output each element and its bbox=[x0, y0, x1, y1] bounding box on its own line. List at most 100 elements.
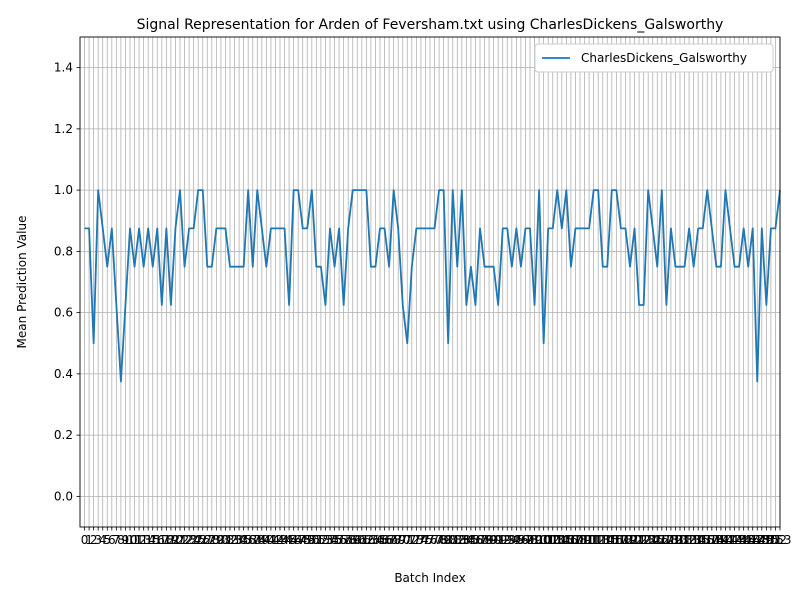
x-tick-label: 11 bbox=[127, 533, 142, 547]
x-tick-label: 152 bbox=[764, 533, 787, 547]
x-tick-label: 21 bbox=[172, 533, 187, 547]
x-tick-label: 26 bbox=[195, 533, 210, 547]
x-tick-label: 69 bbox=[391, 533, 406, 547]
x-tick-label: 58 bbox=[341, 533, 356, 547]
x-tick-label: 136 bbox=[691, 533, 714, 547]
x-tick-label: 33 bbox=[227, 533, 242, 547]
x-tick-label: 111 bbox=[578, 533, 601, 547]
x-tick-label: 89 bbox=[481, 533, 496, 547]
x-tick-label: 84 bbox=[459, 533, 474, 547]
x-tick-label: 94 bbox=[504, 533, 519, 547]
x-tick-label: 145 bbox=[732, 533, 755, 547]
x-tick-label: 23 bbox=[181, 533, 196, 547]
x-tick-label: 109 bbox=[569, 533, 592, 547]
x-tick-label: 112 bbox=[582, 533, 605, 547]
x-tick-label: 129 bbox=[659, 533, 682, 547]
x-tick-label: 57 bbox=[336, 533, 351, 547]
x-tick-label: 19 bbox=[163, 533, 178, 547]
x-tick-label: 13 bbox=[136, 533, 151, 547]
x-tick-label: 105 bbox=[550, 533, 573, 547]
x-tick-label: 22 bbox=[177, 533, 192, 547]
x-tick-label: 95 bbox=[509, 533, 524, 547]
x-tick-label: 85 bbox=[463, 533, 478, 547]
x-tick-label: 125 bbox=[641, 533, 664, 547]
x-tick-label: 5 bbox=[103, 533, 111, 547]
x-tick-label: 91 bbox=[491, 533, 506, 547]
x-tick-label: 3 bbox=[94, 533, 102, 547]
x-tick-label: 131 bbox=[669, 533, 692, 547]
x-tick-label: 93 bbox=[500, 533, 515, 547]
x-tick-label: 54 bbox=[322, 533, 337, 547]
x-tick-label: 110 bbox=[573, 533, 596, 547]
x-tick-label: 52 bbox=[313, 533, 328, 547]
x-tick-label: 86 bbox=[468, 533, 483, 547]
x-tick-label: 29 bbox=[209, 533, 224, 547]
x-tick-label: 141 bbox=[714, 533, 737, 547]
x-tick-label: 90 bbox=[486, 533, 501, 547]
x-tick-label: 144 bbox=[728, 533, 751, 547]
x-tick-label: 64 bbox=[368, 533, 383, 547]
x-tick-label: 15 bbox=[145, 533, 160, 547]
x-tick-label: 18 bbox=[159, 533, 174, 547]
x-tick-label: 60 bbox=[350, 533, 365, 547]
x-tick-label: 44 bbox=[277, 533, 292, 547]
y-tick-label: 0.8 bbox=[54, 244, 73, 258]
x-tick-label: 30 bbox=[213, 533, 228, 547]
x-tick-label: 122 bbox=[628, 533, 651, 547]
x-tick-label: 46 bbox=[286, 533, 301, 547]
x-tick-label: 80 bbox=[441, 533, 456, 547]
y-axis-label: Mean Prediction Value bbox=[15, 216, 29, 349]
x-tick-label: 38 bbox=[250, 533, 265, 547]
x-tick-label: 96 bbox=[513, 533, 528, 547]
x-tick-label: 115 bbox=[596, 533, 619, 547]
x-tick-label: 66 bbox=[377, 533, 392, 547]
x-tick-label: 34 bbox=[231, 533, 246, 547]
x-tick-label: 53 bbox=[318, 533, 333, 547]
legend: CharlesDickens_Galsworthy bbox=[534, 43, 774, 73]
x-tick-label: 74 bbox=[413, 533, 428, 547]
x-tick-label: 147 bbox=[741, 533, 764, 547]
x-tick-label: 67 bbox=[381, 533, 396, 547]
x-tick-label: 132 bbox=[673, 533, 696, 547]
x-tick-label: 55 bbox=[327, 533, 342, 547]
x-tick-label: 88 bbox=[477, 533, 492, 547]
y-tick-label: 1.0 bbox=[54, 183, 73, 197]
x-tick-label: 51 bbox=[309, 533, 324, 547]
x-tick-label: 61 bbox=[354, 533, 369, 547]
x-tick-label: 77 bbox=[427, 533, 442, 547]
x-tick-label: 70 bbox=[395, 533, 410, 547]
x-tick-label: 106 bbox=[555, 533, 578, 547]
legend-box bbox=[534, 43, 774, 73]
x-tick-label: 14 bbox=[141, 533, 156, 547]
x-tick-label: 8 bbox=[117, 533, 125, 547]
x-tick-label: 7 bbox=[113, 533, 121, 547]
x-tick-label: 0 bbox=[81, 533, 89, 547]
x-tick-label: 127 bbox=[650, 533, 673, 547]
y-tick-label: 0.2 bbox=[54, 428, 73, 442]
x-tick-label: 114 bbox=[591, 533, 614, 547]
x-tick-label: 135 bbox=[687, 533, 710, 547]
x-tick-label: 47 bbox=[291, 533, 306, 547]
x-tick-label: 116 bbox=[600, 533, 623, 547]
x-tick-label: 28 bbox=[204, 533, 219, 547]
x-tick-label: 83 bbox=[454, 533, 469, 547]
x-tick-label: 104 bbox=[546, 533, 569, 547]
x-tick-label: 137 bbox=[696, 533, 719, 547]
x-tick-label: 121 bbox=[623, 533, 646, 547]
x-tick-label: 108 bbox=[564, 533, 587, 547]
x-tick-label: 24 bbox=[186, 533, 201, 547]
x-tick-label: 107 bbox=[559, 533, 582, 547]
x-tick-label: 117 bbox=[605, 533, 628, 547]
x-tick-label: 81 bbox=[445, 533, 460, 547]
x-tick-label: 133 bbox=[678, 533, 701, 547]
x-tick-label: 39 bbox=[254, 533, 269, 547]
x-tick-label: 45 bbox=[281, 533, 296, 547]
x-tick-label: 92 bbox=[495, 533, 510, 547]
x-tick-label: 2 bbox=[90, 533, 98, 547]
x-tick-label: 149 bbox=[750, 533, 773, 547]
x-axis-label: Batch Index bbox=[394, 571, 465, 585]
x-tick-label: 37 bbox=[245, 533, 260, 547]
x-tick-label: 59 bbox=[345, 533, 360, 547]
x-tick-label: 128 bbox=[655, 533, 678, 547]
